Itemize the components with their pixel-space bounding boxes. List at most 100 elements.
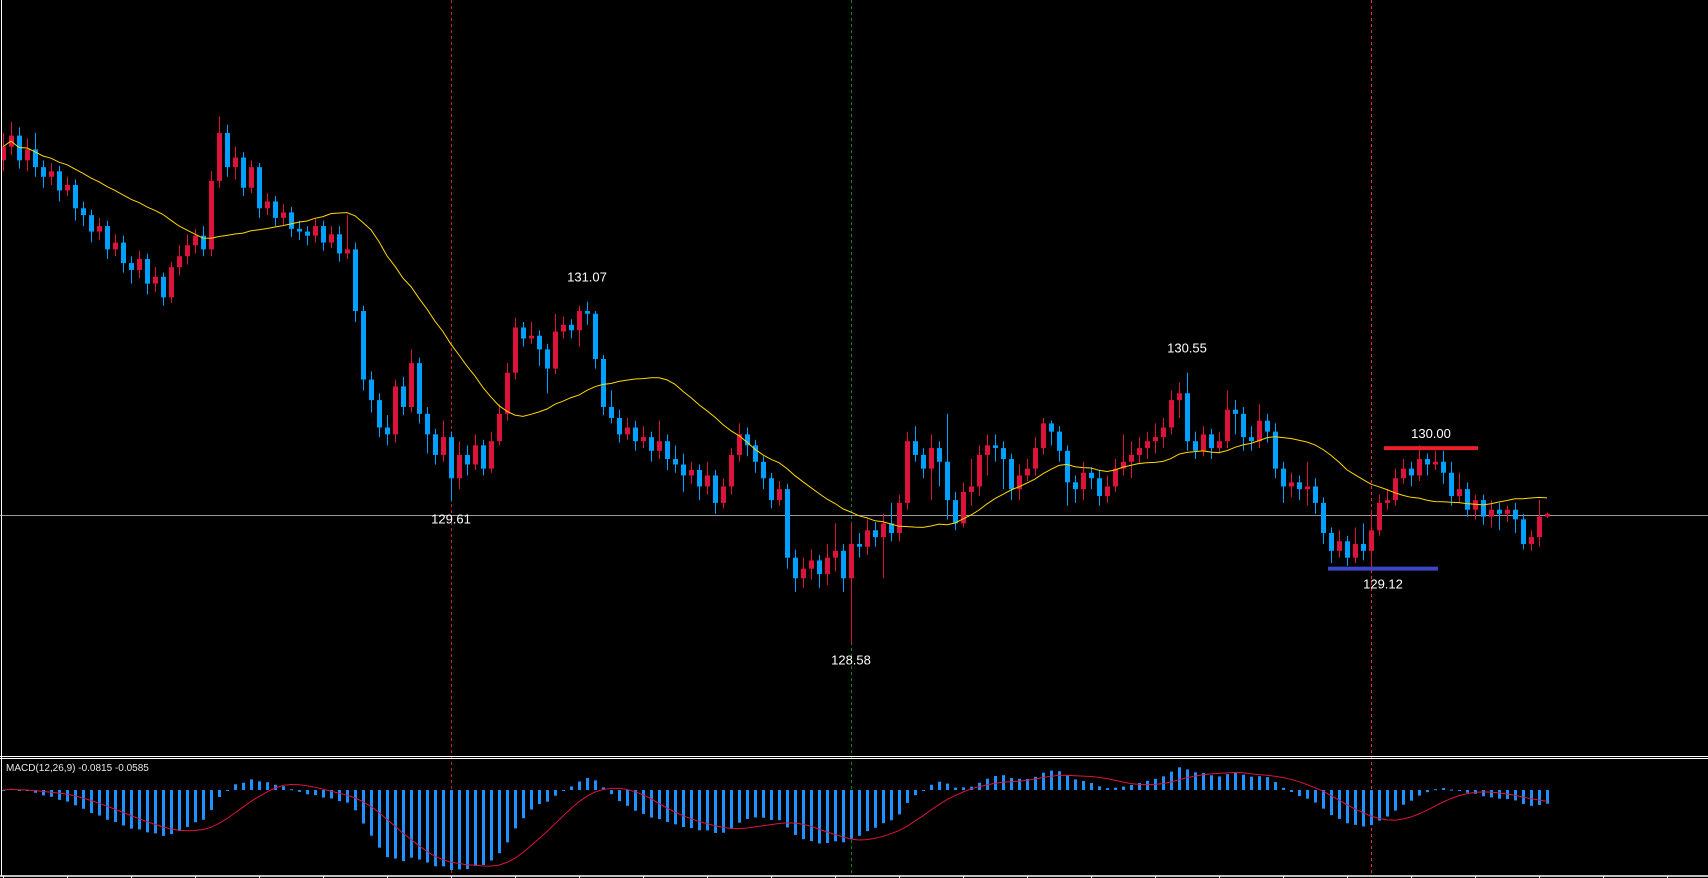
candle <box>1345 535 1350 566</box>
candle <box>1465 482 1470 517</box>
candle-body <box>113 242 118 250</box>
macd-bar <box>706 790 709 831</box>
candle <box>793 549 798 592</box>
macd-bar <box>306 790 309 795</box>
candle <box>193 228 198 254</box>
candle <box>1521 513 1526 550</box>
candle-body <box>313 226 318 236</box>
candle <box>1513 502 1518 534</box>
candle-body <box>281 212 286 218</box>
candle-body <box>1425 459 1430 465</box>
macd-bar <box>930 784 933 790</box>
macd-bar <box>658 790 661 820</box>
candle-body <box>1201 434 1206 451</box>
macd-bar <box>562 790 565 791</box>
candle-body <box>489 441 494 469</box>
candle-body <box>425 413 430 435</box>
candle-body <box>721 486 726 503</box>
candle-body <box>49 171 54 177</box>
macd-bar <box>1058 771 1061 790</box>
candle <box>49 163 54 185</box>
candle <box>257 163 262 218</box>
candle-body <box>1401 468 1406 479</box>
macd-bar <box>610 790 613 795</box>
macd-bar <box>434 790 437 867</box>
candle <box>937 441 942 487</box>
macd-bar <box>650 790 653 818</box>
candle <box>377 393 382 438</box>
macd-bar <box>946 783 949 790</box>
candle-body <box>1033 448 1038 469</box>
candle-body <box>785 489 790 558</box>
macd-bar <box>754 790 757 818</box>
candle <box>785 483 790 569</box>
macd-bar <box>1354 790 1357 825</box>
candle-body <box>1177 393 1182 401</box>
candle <box>489 431 494 473</box>
candle <box>281 204 286 227</box>
macd-bar <box>954 787 957 790</box>
macd-bar <box>1010 777 1013 790</box>
price-annotation-label: 129.61 <box>431 512 471 527</box>
candle-body <box>665 441 670 460</box>
macd-bar <box>186 790 189 827</box>
macd-bar <box>1146 780 1149 790</box>
candle <box>857 533 862 558</box>
macd-bar <box>1106 788 1109 790</box>
macd-bar <box>714 790 717 833</box>
candle-body <box>177 256 182 268</box>
candle <box>209 171 214 257</box>
macd-signal-line <box>2 771 1548 867</box>
candle <box>1425 453 1430 476</box>
candle-body <box>305 231 310 236</box>
macd-bar <box>1442 787 1445 790</box>
macd-bar <box>1434 789 1437 791</box>
candle <box>313 217 318 243</box>
candle-body <box>121 242 126 264</box>
candle <box>841 543 846 592</box>
candle-body <box>369 379 374 401</box>
candle-body <box>1409 468 1414 476</box>
candle <box>185 234 190 265</box>
candle-body <box>393 386 398 435</box>
macd-bar <box>554 790 557 796</box>
candle-body <box>1305 486 1310 490</box>
macd-bar <box>242 782 245 790</box>
macd-bar <box>738 790 741 823</box>
candle-body <box>161 276 166 298</box>
macd-bar <box>250 779 253 790</box>
candle-body <box>1545 513 1550 517</box>
candle-body <box>417 363 422 414</box>
candle <box>169 261 174 303</box>
candle <box>1145 431 1150 460</box>
macd-bar <box>442 790 445 867</box>
candle-body <box>1249 437 1254 442</box>
candle-body <box>969 486 974 492</box>
candle <box>833 523 838 572</box>
macd-bar <box>1258 776 1261 790</box>
candle <box>657 420 662 460</box>
candle-body <box>609 406 614 418</box>
macd-bar <box>314 790 317 796</box>
candle-body <box>929 448 934 469</box>
candles <box>1 116 1550 643</box>
macd-bar <box>1298 790 1301 796</box>
candle <box>481 439 486 476</box>
level-lines[interactable]: 130.00 129.12 <box>1328 426 1478 592</box>
candle-body <box>1137 448 1142 455</box>
macd-bar <box>666 790 669 822</box>
candle-body <box>409 363 414 407</box>
macd-bar <box>458 790 461 870</box>
macd-bar <box>1210 775 1213 790</box>
candle <box>649 431 654 462</box>
macd-bar <box>1458 790 1461 791</box>
candle-body <box>137 258 142 270</box>
candle <box>513 317 518 380</box>
candle-body <box>985 445 990 455</box>
candle <box>1385 489 1390 510</box>
macd-bar <box>1346 790 1349 824</box>
candle <box>1241 406 1246 451</box>
macd-bar <box>1314 790 1317 803</box>
candle <box>1041 417 1046 455</box>
